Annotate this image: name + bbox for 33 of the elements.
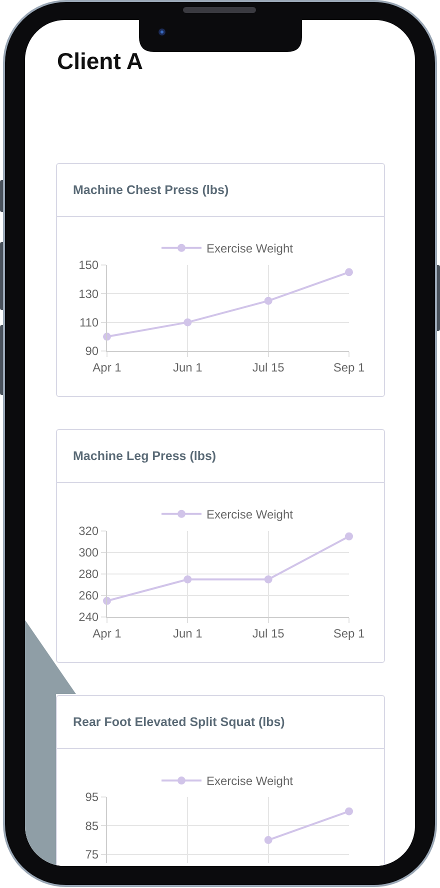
legend-label: Exercise Weight <box>206 508 294 522</box>
y-tick-label: 300 <box>78 546 99 560</box>
y-tick-label: 320 <box>78 524 99 538</box>
point <box>345 532 353 540</box>
y-tick-label: 150 <box>78 258 99 272</box>
y-tick-label: 280 <box>78 567 99 582</box>
point <box>184 318 192 326</box>
legend-label: Exercise Weight <box>206 774 294 788</box>
y-tick-label: 95 <box>85 790 99 804</box>
x-tick-label: Sep 1 <box>333 360 366 374</box>
y-tick-label: 240 <box>78 610 99 624</box>
point <box>184 575 192 584</box>
x-tick-label: Sep 1 <box>333 626 366 640</box>
chart-title: Machine Chest Press (lbs) <box>73 183 229 197</box>
y-tick-label: 260 <box>78 588 99 603</box>
x-tick-label: Jul 15 <box>252 360 285 374</box>
y-tick-label: 85 <box>85 818 99 833</box>
x-tick-label: Jul 15 <box>252 626 285 640</box>
legend-label: Exercise Weight <box>206 242 294 256</box>
point <box>264 575 272 584</box>
point <box>264 296 272 305</box>
x-tick-label: Apr 1 <box>92 360 122 374</box>
x-tick-label: Apr 1 <box>92 626 122 640</box>
y-tick-label: 90 <box>85 344 99 358</box>
y-tick-label: 75 <box>85 848 99 862</box>
chart-title: Rear Foot Elevated Split Squat (lbs) <box>73 715 285 729</box>
y-tick-label: 130 <box>78 286 99 301</box>
point <box>345 268 353 276</box>
x-tick-label: Jun 1 <box>172 626 203 640</box>
text: Client A <box>57 47 144 75</box>
chart-title: Machine Leg Press (lbs) <box>73 449 216 463</box>
x-tick-label: Jun 1 <box>172 360 203 374</box>
y-tick-label: 110 <box>79 316 99 330</box>
